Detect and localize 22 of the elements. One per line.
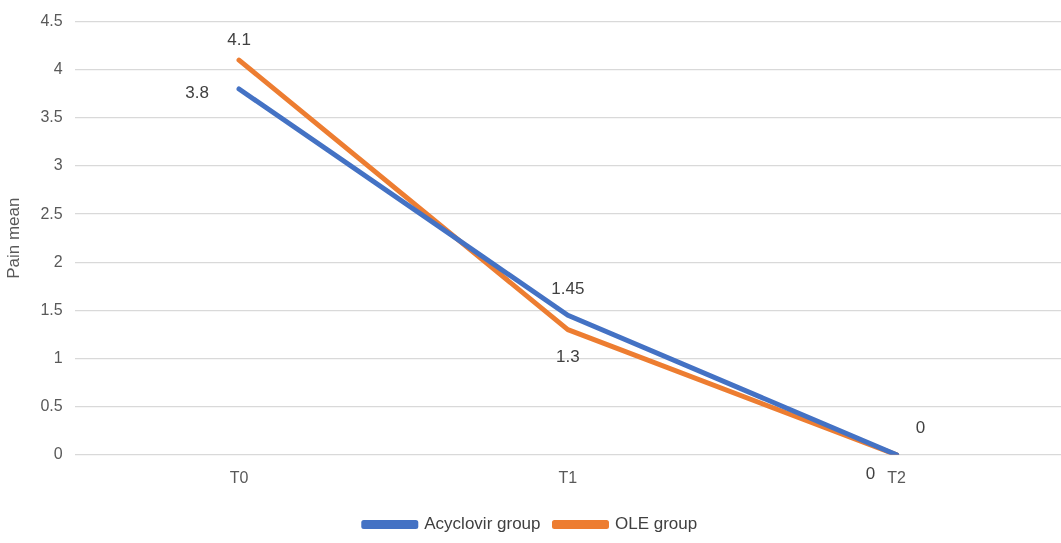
data-label: 1.45 xyxy=(551,278,585,298)
x-tick-label: T1 xyxy=(558,468,578,486)
y-tick-label: 0 xyxy=(53,445,63,463)
y-tick-label: 0.5 xyxy=(40,397,63,415)
data-label: 0 xyxy=(915,418,926,438)
y-tick-label: 4.5 xyxy=(40,12,63,30)
data-label: 3.8 xyxy=(185,82,209,102)
y-tick-label: 3.5 xyxy=(40,108,63,126)
data-label: 0 xyxy=(865,464,876,484)
y-tick-label: 2 xyxy=(53,252,63,270)
data-label: 1.3 xyxy=(556,347,580,367)
x-tick-label: T2 xyxy=(887,468,907,486)
y-tick-label: 1.5 xyxy=(40,300,63,318)
y-tick-label: 1 xyxy=(53,348,63,366)
y-tick-label: 4 xyxy=(53,60,63,78)
legend-label: Acyclovir group xyxy=(424,514,541,534)
x-tick-label: T0 xyxy=(229,468,249,486)
y-axis-title: Pain mean xyxy=(3,197,23,279)
y-tick-label: 2.5 xyxy=(40,204,63,222)
y-tick-label: 3 xyxy=(53,156,63,174)
legend-label: OLE group xyxy=(615,514,698,534)
data-label: 4.1 xyxy=(227,29,251,49)
